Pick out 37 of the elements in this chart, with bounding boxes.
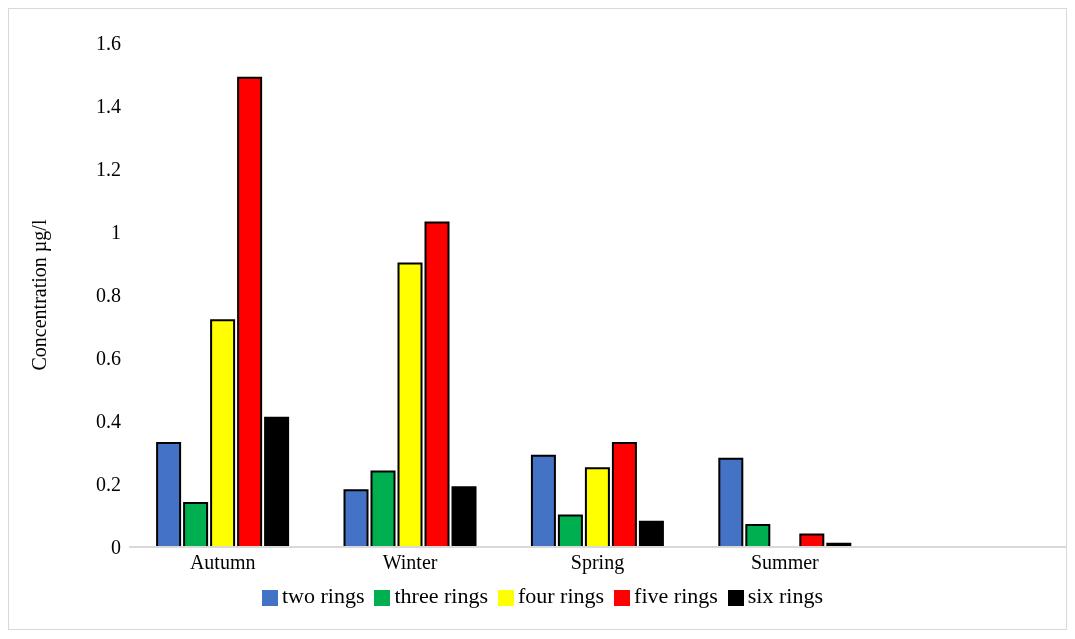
x-tick-label: Autumn: [189, 551, 256, 574]
bar: [718, 457, 744, 547]
legend-label: two rings: [281, 583, 365, 608]
legend-label: six rings: [747, 583, 823, 608]
bar: [584, 467, 610, 547]
bar: [156, 442, 182, 547]
y-tick-label: 0.2: [96, 473, 121, 496]
x-tick-label: Summer: [751, 551, 820, 574]
bar: [745, 523, 771, 547]
y-tick-label: 0: [111, 536, 121, 559]
bar: [237, 76, 263, 547]
bar: [397, 262, 423, 547]
bar: [370, 470, 396, 547]
y-tick-label: 0.4: [96, 410, 121, 433]
y-axis-title: Concentration µg/l: [28, 219, 52, 371]
bar: [799, 533, 825, 547]
y-tick-label: 0.6: [96, 347, 121, 370]
bar: [530, 454, 556, 547]
bar: [424, 221, 450, 547]
y-tick-label: 0.8: [96, 284, 121, 307]
legend-label: three rings: [394, 583, 488, 608]
bar: [451, 486, 477, 547]
x-tick-label: Spring: [570, 551, 625, 575]
legend-label: four rings: [517, 583, 605, 608]
bar: [638, 520, 664, 547]
bar: [183, 501, 209, 547]
bar: [611, 442, 637, 547]
bar: [557, 514, 583, 547]
y-tick-label: 1: [111, 221, 121, 244]
bar: [210, 319, 236, 547]
x-tick-label: Winter: [382, 551, 438, 574]
bar: [264, 416, 290, 547]
y-tick-label: 1.4: [96, 95, 121, 118]
legend-label: five rings: [634, 583, 718, 608]
bar: [343, 489, 369, 547]
y-tick-label: 1.6: [96, 32, 121, 55]
y-tick-label: 1.2: [96, 158, 121, 181]
